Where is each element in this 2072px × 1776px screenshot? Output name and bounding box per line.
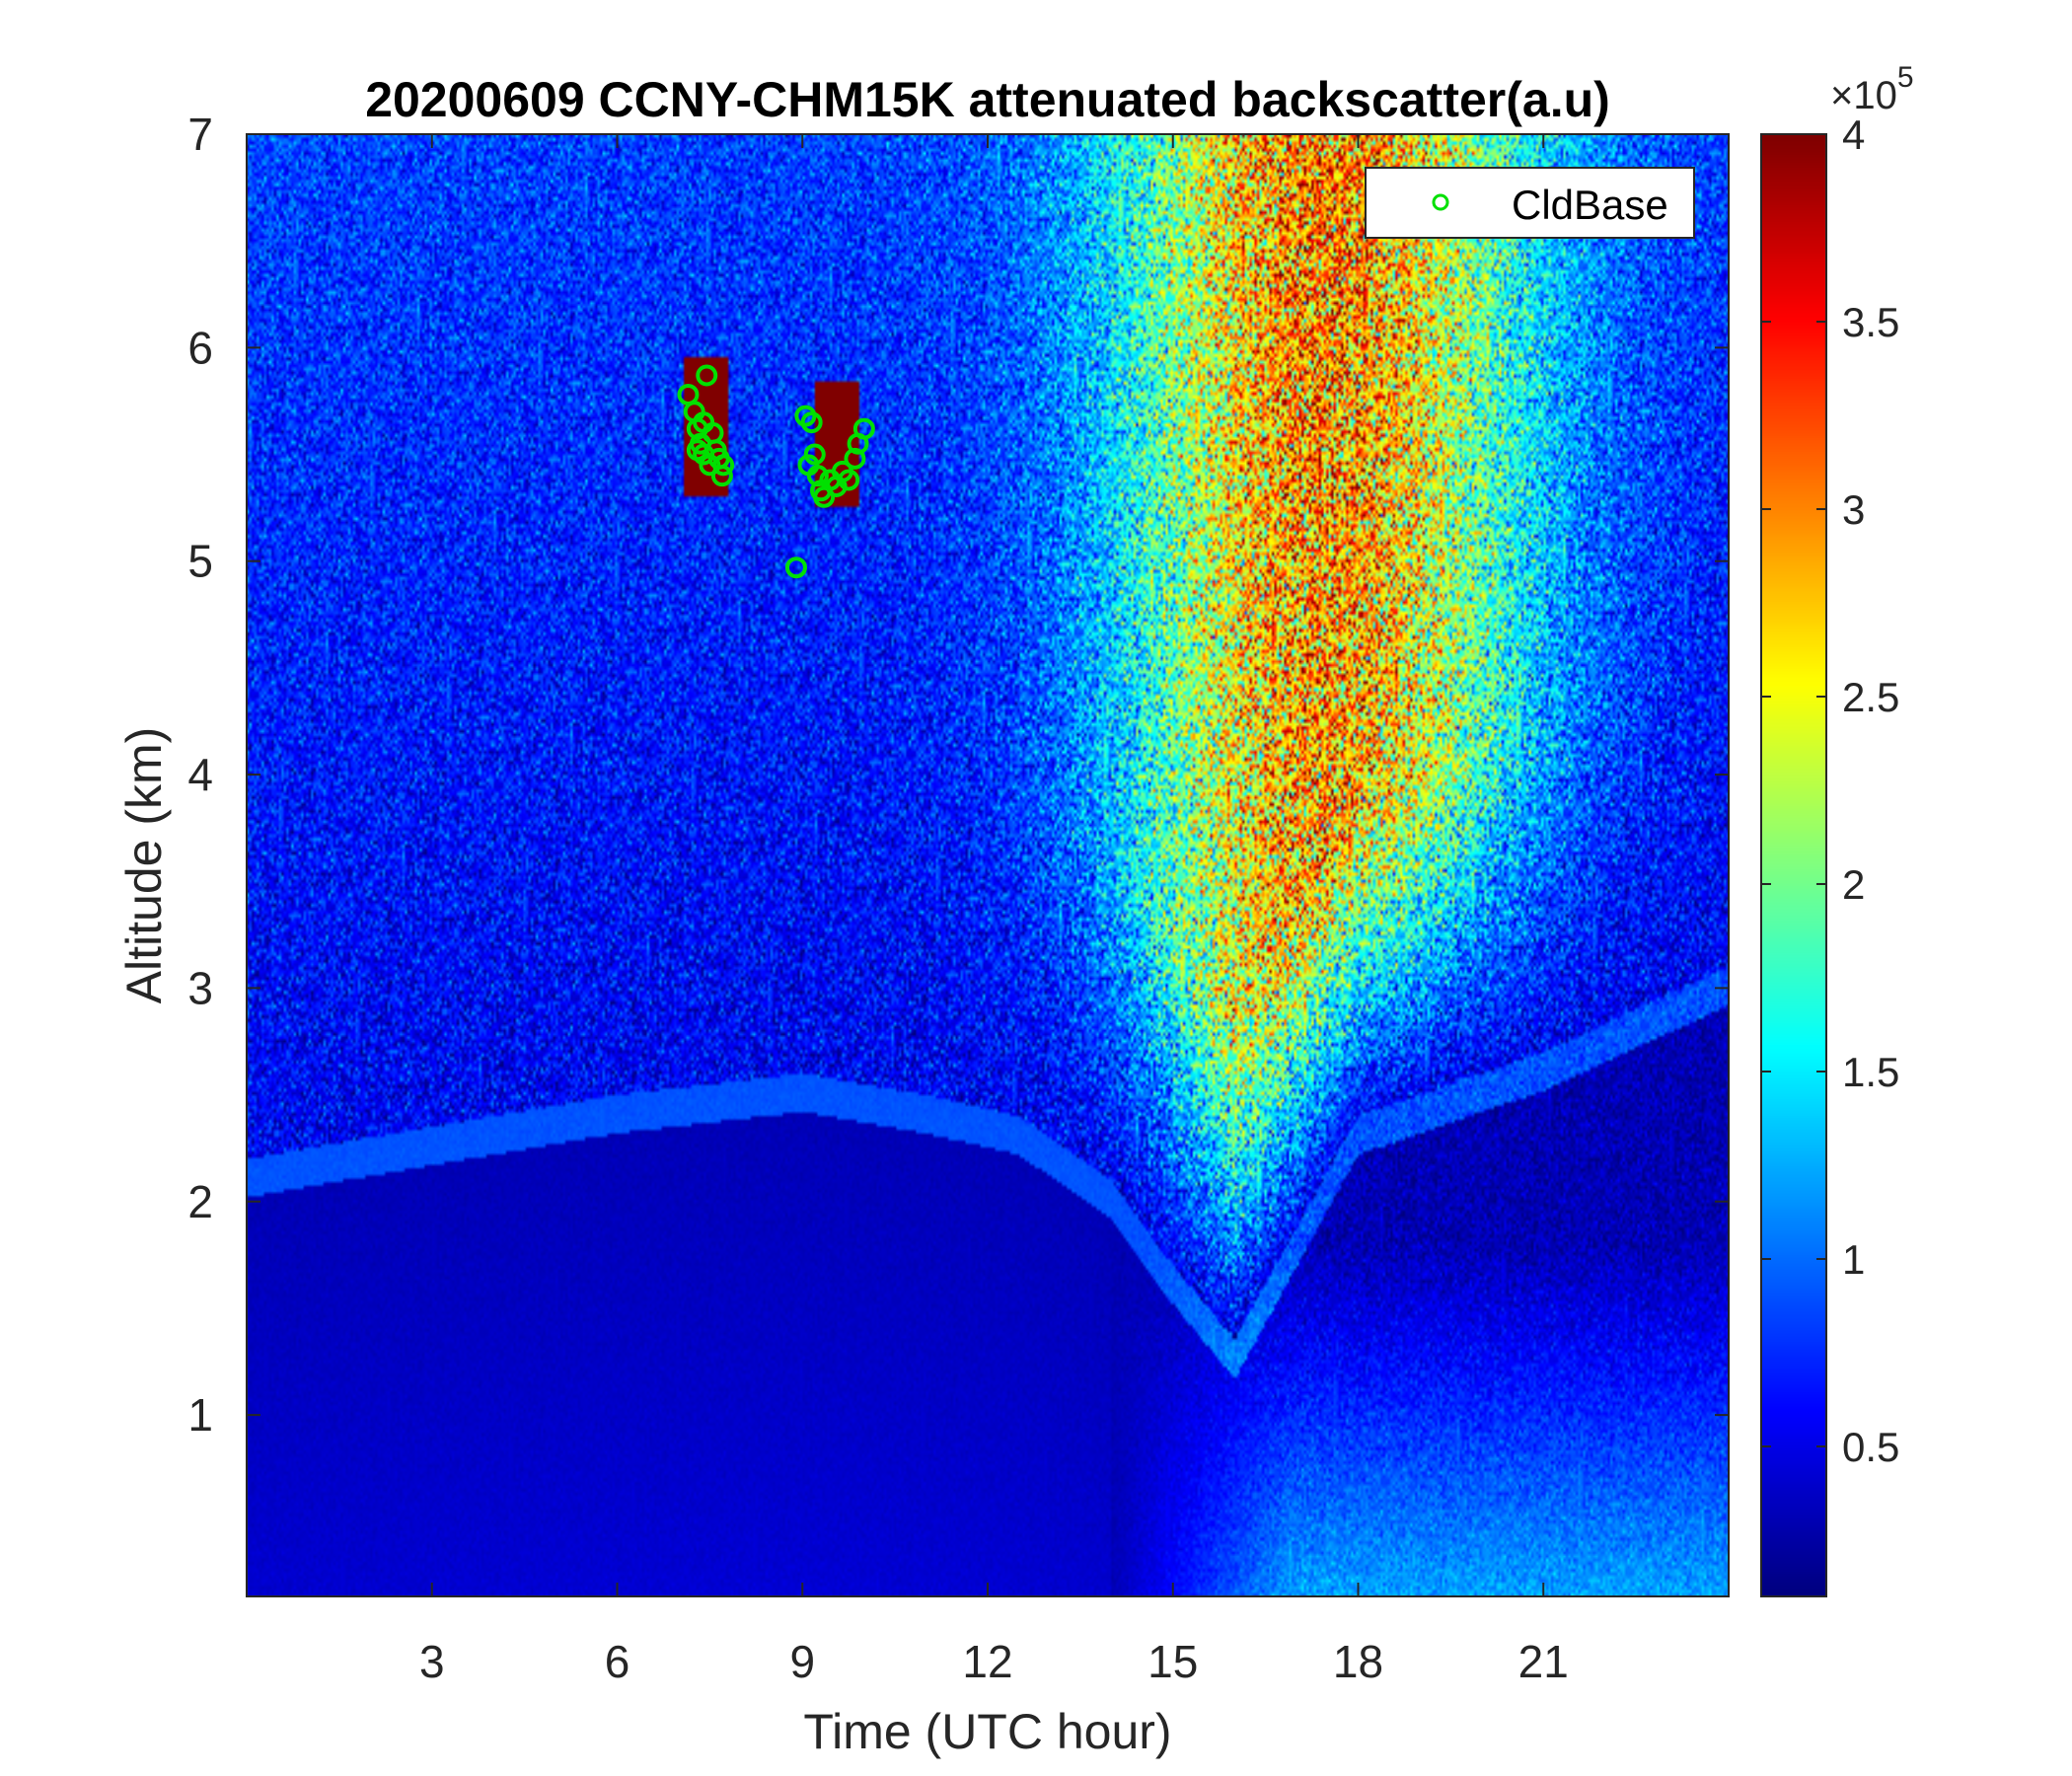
- y-tick-label: 4: [187, 749, 213, 800]
- chart-title: 20200609 CCNY-CHM15K attenuated backscat…: [365, 72, 1610, 127]
- colorbar-tick-label: 0.5: [1842, 1424, 1899, 1470]
- x-axis-label: Time (UTC hour): [803, 1704, 1171, 1759]
- colorbar-tick-label: 2.5: [1842, 674, 1899, 720]
- cldbase-point: [784, 556, 807, 579]
- cldbase-point: [712, 454, 735, 477]
- x-tick-label: 12: [962, 1636, 1012, 1687]
- legend-entry-cldbase: CldBase: [1512, 182, 1668, 228]
- legend-marker-circle-icon: [1432, 193, 1449, 211]
- cldbase-point: [797, 454, 820, 477]
- colorbar-tick-label: 3: [1842, 486, 1865, 533]
- y-axis-label: Altitude (km): [116, 727, 172, 1004]
- x-tick-label: 15: [1147, 1636, 1198, 1687]
- colorbar-tick-label: 3.5: [1842, 299, 1899, 345]
- x-axis-ticks: 3 6 9 12 15 18 21: [419, 134, 1569, 1687]
- colorbar-ticks: 0.5 1 1.5 2 2.5 3 3.5 4: [1761, 111, 1899, 1470]
- colorbar-tick-label: 4: [1842, 111, 1865, 158]
- cldbase-point: [844, 447, 866, 470]
- legend: CldBase: [1365, 167, 1695, 239]
- legend-box: [1365, 167, 1695, 239]
- cldbase-point: [803, 443, 826, 466]
- y-tick-label: 6: [187, 322, 213, 373]
- cldbase-point: [800, 411, 823, 434]
- y-tick-label: 3: [187, 962, 213, 1013]
- cldbase-point: [710, 465, 733, 487]
- colorbar-exponent: ×105: [1830, 61, 1914, 117]
- x-tick-label: 9: [789, 1636, 815, 1687]
- colorbar: 0.5 1 1.5 2 2.5 3 3.5 4 ×105: [1760, 61, 1914, 1597]
- colorbar-exponent-base: ×10: [1830, 74, 1897, 117]
- colorbar-tick-label: 1: [1842, 1236, 1865, 1283]
- colorbar-tick-label: 1.5: [1842, 1049, 1899, 1095]
- y-tick-label: 7: [187, 109, 213, 160]
- cldbase-point: [693, 411, 715, 434]
- cldbase-point: [852, 417, 875, 440]
- cldbase-point: [696, 364, 718, 387]
- y-axis-ticks: 1 2 3 4 5 6 7: [187, 109, 1729, 1441]
- x-tick-label: 3: [419, 1636, 445, 1687]
- colorbar-exponent-power: 5: [1897, 61, 1914, 94]
- colorbar-gradient: [1761, 134, 1826, 1596]
- y-tick-label: 1: [187, 1389, 213, 1441]
- y-tick-label: 2: [187, 1176, 213, 1227]
- x-tick-label: 18: [1333, 1636, 1383, 1687]
- colorbar-frame: [1760, 133, 1827, 1597]
- cldbase-point: [838, 469, 860, 491]
- cldbase-point: [686, 439, 708, 462]
- x-tick-label: 21: [1518, 1636, 1569, 1687]
- x-tick-label: 6: [605, 1636, 630, 1687]
- colorbar-tick-label: 2: [1842, 861, 1865, 908]
- backscatter-heatmap: [247, 134, 1729, 1596]
- cloud-base-markers: [677, 364, 875, 579]
- y-tick-label: 5: [187, 536, 213, 587]
